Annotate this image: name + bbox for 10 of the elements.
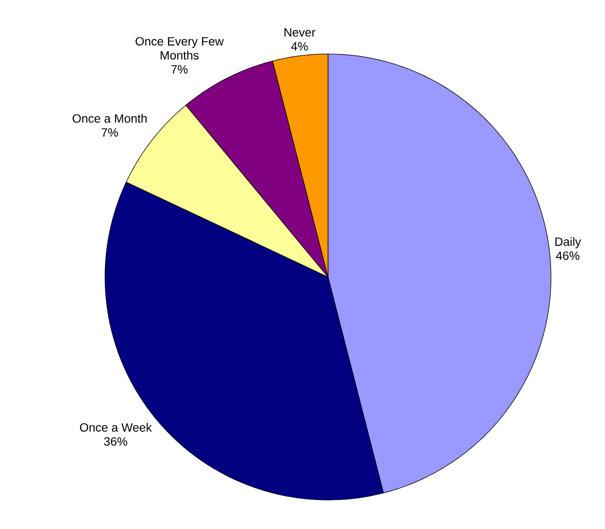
slice-label: Never [284, 28, 316, 37]
data-label: 46% [556, 251, 580, 260]
slice-label: Once Every Few Months [136, 37, 224, 60]
data-label: 7% [102, 128, 118, 137]
data-label: 4% [291, 42, 308, 51]
slice-label: Daily [555, 237, 582, 248]
data-label: 7% [171, 65, 188, 74]
slice-label: Once a Month [72, 114, 147, 123]
slice-label: Once a Week [80, 422, 152, 432]
data-label: 36% [104, 437, 128, 446]
